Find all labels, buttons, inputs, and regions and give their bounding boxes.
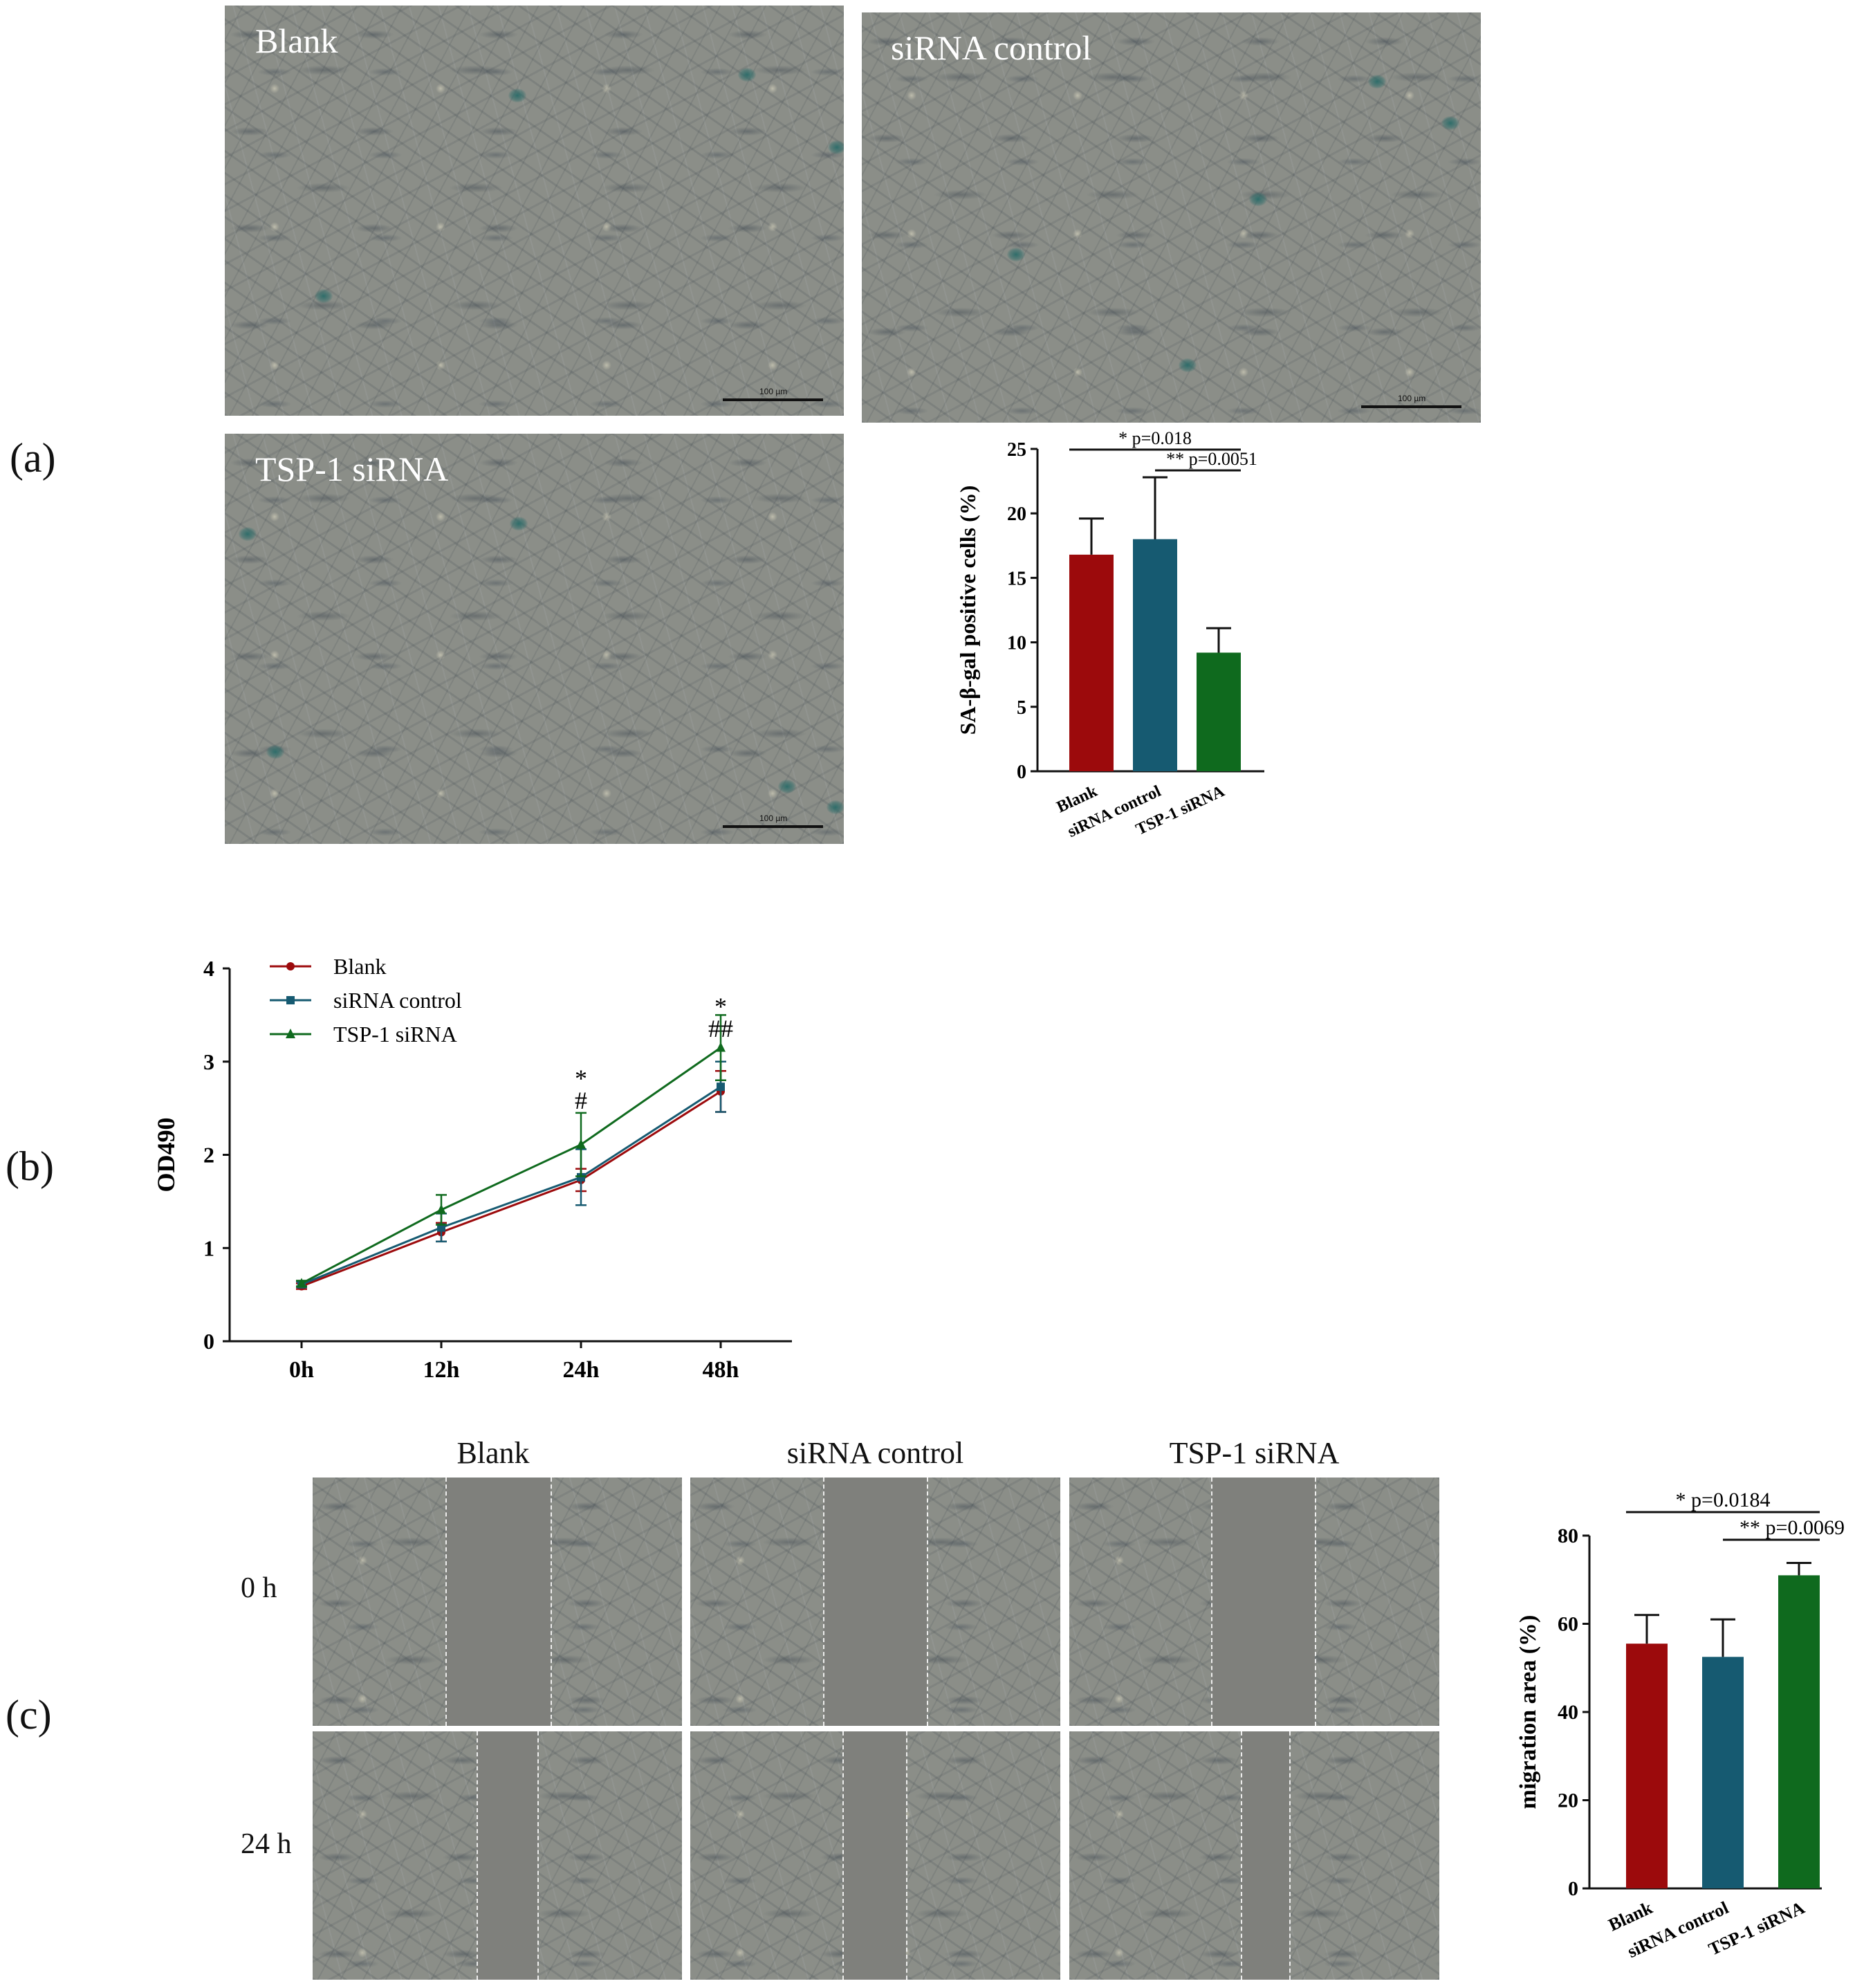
y-tick-label: 20	[1558, 1789, 1578, 1812]
data-point	[716, 1042, 726, 1052]
y-tick-label: 20	[1007, 504, 1026, 525]
scratch-image-blank-24h	[313, 1731, 682, 1980]
scratch-image-blank-0h	[313, 1478, 682, 1726]
row-header-0h: 0 h	[241, 1572, 277, 1604]
y-tick-label: 2	[203, 1143, 214, 1168]
scratch-image-sirna-control-24h	[690, 1731, 1060, 1980]
scratch-image-tsp1-sirna-24h	[1069, 1731, 1439, 1980]
y-tick-label: 3	[203, 1049, 214, 1074]
series-line	[301, 1090, 721, 1287]
scratch-image-sirna-control-0h	[690, 1478, 1060, 1726]
data-point	[286, 996, 295, 1004]
y-tick-label: 25	[1007, 439, 1026, 461]
series-line	[301, 1085, 721, 1286]
chart-od490: 0 1 2 3 4 0h 12h 24h 48h OD490 Blank siRNA control T…	[152, 954, 792, 1383]
bar	[1702, 1657, 1744, 1888]
significance-label: * p=0.018	[1118, 428, 1192, 448]
bar	[1778, 1575, 1820, 1888]
data-point	[286, 962, 295, 970]
significance-label: ** p=0.0051	[1166, 449, 1257, 469]
scale-bar	[723, 398, 823, 401]
scratch-image-tsp1-sirna-0h	[1069, 1478, 1439, 1726]
y-tick-label: 80	[1558, 1525, 1578, 1547]
significance-marker: *	[714, 993, 727, 1020]
column-header-sirna-control: siRNA control	[786, 1436, 964, 1470]
y-tick-label: 5	[1017, 697, 1026, 719]
x-tick-label: 24h	[563, 1357, 600, 1383]
y-tick-label: 40	[1558, 1701, 1578, 1724]
y-tick-label: 60	[1558, 1613, 1578, 1636]
data-point	[576, 1139, 586, 1149]
scale-bar-label: 100 µm	[1398, 394, 1426, 403]
scale-bar-label: 100 µm	[759, 387, 788, 396]
significance-marker: #	[575, 1087, 587, 1114]
micrograph-label: TSP-1 siRNA	[255, 450, 449, 488]
y-tick-label: 4	[203, 956, 214, 981]
micrograph-tsp1-sirna: TSP-1 siRNA 100 µm	[225, 434, 844, 844]
legend-label: Blank	[333, 954, 386, 979]
y-tick-label: 0	[203, 1329, 214, 1354]
significance-label: * p=0.0184	[1676, 1489, 1771, 1511]
y-tick-label: 1	[203, 1235, 214, 1260]
panel-label-a: (a)	[10, 435, 56, 481]
data-point	[297, 1278, 306, 1288]
column-header-blank: Blank	[456, 1436, 530, 1470]
bar	[1133, 539, 1177, 771]
panel-label-c: (c)	[6, 1692, 52, 1738]
bar	[1626, 1644, 1668, 1888]
y-axis-label: migration area (%)	[1515, 1615, 1541, 1810]
x-tick-label: 48h	[703, 1357, 739, 1383]
bar	[1197, 652, 1241, 771]
y-tick-label: 10	[1007, 633, 1026, 654]
micrograph-label: siRNA control	[891, 28, 1092, 67]
data-point	[286, 1029, 295, 1038]
y-tick-label: 15	[1007, 568, 1026, 589]
micrograph-sirna-control: siRNA control 100 µm	[862, 12, 1481, 423]
column-header-tsp1-sirna: TSP-1 siRNA	[1169, 1436, 1340, 1470]
legend-label: TSP-1 siRNA	[333, 1022, 457, 1047]
y-tick-label: 0	[1568, 1877, 1578, 1900]
data-point	[577, 1172, 585, 1181]
legend-label: siRNA control	[333, 988, 462, 1013]
scale-bar	[723, 825, 823, 828]
x-tick-label: 12h	[423, 1357, 460, 1383]
y-tick-label: 0	[1017, 762, 1026, 783]
significance-label: ** p=0.0069	[1739, 1516, 1845, 1539]
x-tick-label: 0h	[289, 1357, 314, 1383]
series-line	[301, 1047, 721, 1285]
significance-marker: ##	[708, 1015, 733, 1042]
significance-marker: *	[575, 1065, 587, 1092]
row-header-24h: 24 h	[241, 1828, 292, 1860]
micrograph-blank: Blank 100 µm	[225, 6, 844, 416]
panel-label-b: (b)	[6, 1143, 54, 1189]
data-point	[436, 1204, 446, 1215]
scale-bar	[1361, 405, 1461, 408]
y-axis-label: SA-β-gal positive cells (%)	[955, 486, 980, 735]
scale-bar-label: 100 µm	[759, 813, 788, 823]
micrograph-label: Blank	[255, 21, 338, 60]
x-tick-label: Blank	[1605, 1897, 1656, 1935]
y-axis-label: OD490	[152, 1118, 180, 1193]
data-point	[717, 1083, 725, 1092]
bar	[1069, 554, 1114, 771]
